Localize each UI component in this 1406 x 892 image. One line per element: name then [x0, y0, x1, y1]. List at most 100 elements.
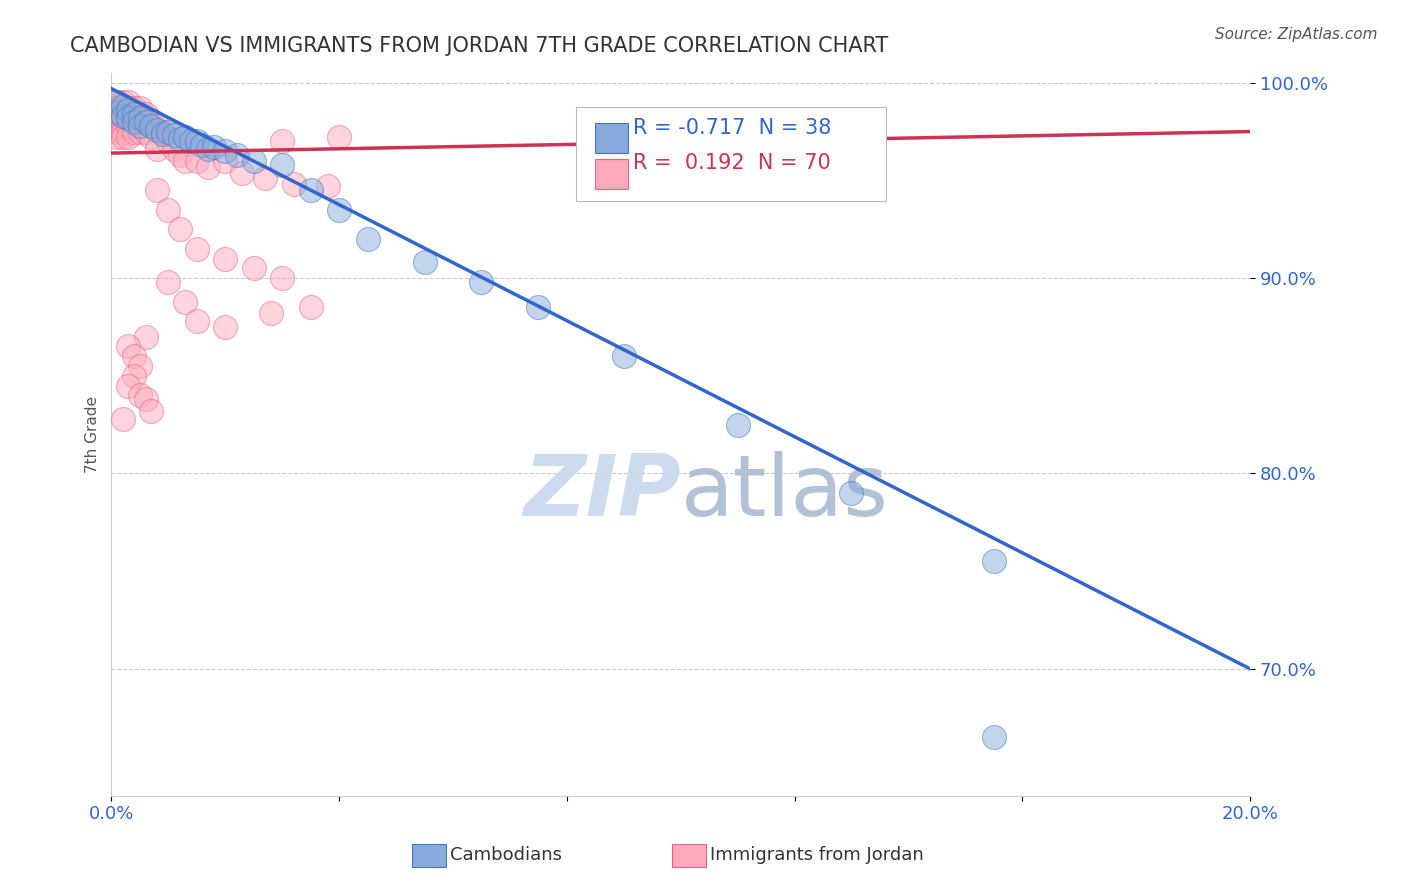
- Point: [135, 329, 157, 343]
- Point: [356, 232, 378, 246]
- Point: [214, 320, 236, 334]
- Point: [613, 349, 636, 363]
- Point: [122, 349, 145, 363]
- Point: [174, 130, 197, 145]
- Point: [186, 242, 208, 256]
- Point: [146, 122, 169, 136]
- Point: [111, 101, 134, 115]
- Point: [152, 127, 174, 141]
- Point: [316, 179, 339, 194]
- Point: [105, 130, 128, 145]
- Point: [169, 132, 191, 146]
- Point: [186, 153, 208, 168]
- Text: CAMBODIAN VS IMMIGRANTS FROM JORDAN 7TH GRADE CORRELATION CHART: CAMBODIAN VS IMMIGRANTS FROM JORDAN 7TH …: [70, 36, 889, 55]
- Point: [197, 142, 219, 156]
- Point: [299, 301, 322, 315]
- Text: R =  0.192  N = 70: R = 0.192 N = 70: [633, 153, 831, 173]
- Point: [214, 252, 236, 266]
- Point: [117, 130, 139, 145]
- Point: [128, 359, 150, 373]
- Point: [141, 404, 163, 418]
- Point: [105, 119, 128, 133]
- Point: [122, 125, 145, 139]
- Point: [122, 107, 145, 121]
- Point: [225, 148, 247, 162]
- Point: [111, 107, 134, 121]
- Point: [141, 112, 163, 127]
- Point: [117, 103, 139, 117]
- Point: [146, 119, 169, 133]
- Point: [169, 148, 191, 162]
- Point: [163, 142, 186, 156]
- Point: [105, 95, 128, 110]
- Point: [111, 99, 134, 113]
- Point: [157, 275, 180, 289]
- Point: [242, 153, 264, 168]
- Point: [117, 95, 139, 110]
- Text: Cambodians: Cambodians: [450, 846, 562, 863]
- Point: [271, 271, 294, 285]
- Point: [128, 388, 150, 402]
- Point: [105, 112, 128, 127]
- Point: [117, 112, 139, 127]
- Point: [117, 107, 139, 121]
- Point: [152, 125, 174, 139]
- Point: [299, 183, 322, 197]
- Point: [105, 95, 128, 110]
- Point: [146, 183, 169, 197]
- Point: [191, 138, 214, 153]
- Point: [174, 294, 197, 309]
- Point: [214, 144, 236, 158]
- Point: [157, 134, 180, 148]
- Point: [254, 171, 277, 186]
- Point: [163, 128, 186, 143]
- Point: [122, 107, 145, 121]
- Point: [180, 134, 202, 148]
- Point: [527, 301, 550, 315]
- Point: [105, 107, 128, 121]
- Point: [470, 275, 492, 289]
- Point: [105, 105, 128, 120]
- Point: [169, 222, 191, 236]
- Point: [174, 153, 197, 168]
- Point: [128, 119, 150, 133]
- Point: [128, 111, 150, 125]
- Point: [135, 115, 157, 129]
- Point: [186, 134, 208, 148]
- Point: [157, 202, 180, 217]
- Text: Source: ZipAtlas.com: Source: ZipAtlas.com: [1215, 27, 1378, 42]
- Point: [111, 119, 134, 133]
- Point: [141, 130, 163, 145]
- Point: [111, 125, 134, 139]
- Text: ZIP: ZIP: [523, 450, 681, 533]
- Point: [117, 119, 139, 133]
- Point: [202, 140, 225, 154]
- Point: [111, 95, 134, 110]
- Text: atlas: atlas: [681, 450, 889, 533]
- Point: [260, 306, 283, 320]
- Point: [328, 130, 350, 145]
- Point: [271, 158, 294, 172]
- Point: [197, 160, 219, 174]
- Point: [983, 554, 1005, 568]
- Point: [128, 107, 150, 121]
- Point: [111, 130, 134, 145]
- Point: [283, 178, 305, 192]
- Point: [727, 417, 749, 432]
- Point: [242, 261, 264, 276]
- Point: [157, 125, 180, 139]
- Point: [117, 101, 139, 115]
- Point: [105, 101, 128, 115]
- Point: [841, 486, 863, 500]
- Point: [135, 107, 157, 121]
- Point: [146, 142, 169, 156]
- Point: [141, 119, 163, 133]
- Text: Immigrants from Jordan: Immigrants from Jordan: [710, 846, 924, 863]
- Point: [231, 166, 253, 180]
- Point: [328, 202, 350, 217]
- Y-axis label: 7th Grade: 7th Grade: [86, 396, 100, 473]
- Point: [214, 153, 236, 168]
- Point: [117, 339, 139, 353]
- Point: [271, 134, 294, 148]
- Point: [413, 255, 436, 269]
